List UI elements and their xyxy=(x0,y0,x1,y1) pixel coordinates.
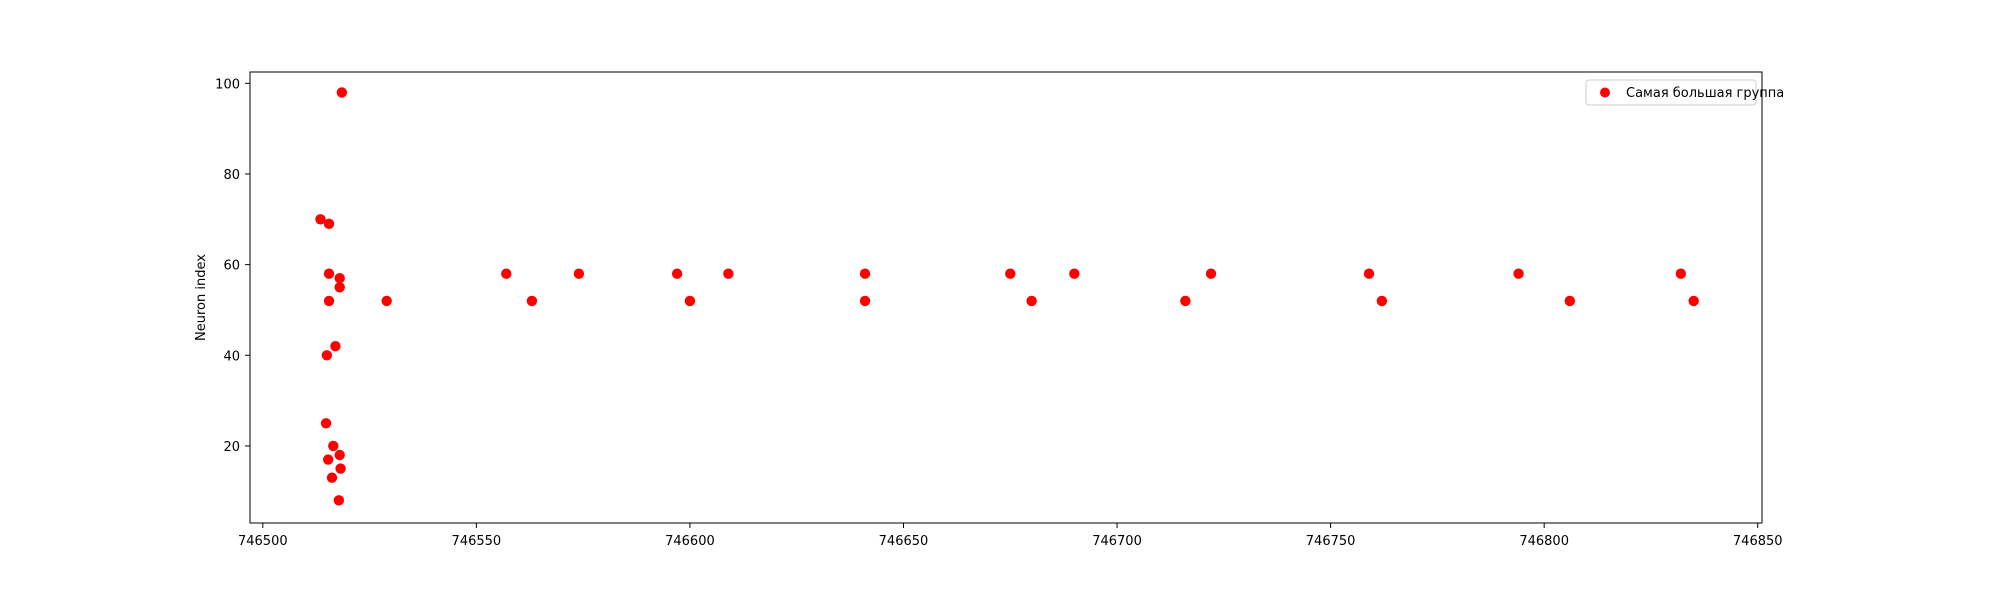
x-tick-label: 746600 xyxy=(665,534,715,549)
data-point xyxy=(723,268,734,279)
data-point xyxy=(1363,268,1375,279)
data-point xyxy=(333,495,345,506)
data-point xyxy=(1005,268,1016,279)
data-point xyxy=(671,268,683,279)
data-point xyxy=(1069,268,1080,279)
data-point xyxy=(334,282,345,293)
legend: Самая большая группа xyxy=(1585,79,1784,106)
data-point xyxy=(1513,268,1524,279)
y-tick-label: 100 xyxy=(215,77,240,92)
data-point xyxy=(336,87,348,98)
data-point xyxy=(328,440,339,452)
data-point xyxy=(323,268,335,279)
x-tick-label: 746750 xyxy=(1306,534,1356,549)
data-point xyxy=(573,268,585,279)
data-point xyxy=(1376,295,1388,307)
data-point xyxy=(323,218,335,230)
data-point xyxy=(1180,295,1191,307)
y-tick-label: 20 xyxy=(223,440,240,455)
x-tick-label: 746650 xyxy=(879,534,929,549)
data-point xyxy=(526,295,538,307)
data-point xyxy=(859,295,871,307)
data-point xyxy=(684,295,696,307)
data-point xyxy=(1688,295,1699,307)
plot-area: 746500 746550 746600 746650 746700 746750 7468… xyxy=(215,71,1783,549)
data-point xyxy=(321,350,333,361)
legend-frame xyxy=(1585,79,1757,106)
legend-entry-label: Самая большая группа xyxy=(1626,86,1784,101)
x-tick-label: 746850 xyxy=(1733,534,1783,549)
data-point xyxy=(1205,268,1217,279)
data-point xyxy=(326,472,338,483)
data-point xyxy=(315,214,326,225)
data-point xyxy=(1564,295,1575,307)
data-point xyxy=(323,295,335,307)
data-point xyxy=(1675,268,1687,279)
data-point xyxy=(330,341,341,352)
data-point xyxy=(381,295,392,307)
y-axis-label: Neuron index xyxy=(194,254,209,341)
data-point xyxy=(1026,295,1037,307)
data-point xyxy=(335,463,346,474)
data-point xyxy=(501,268,512,279)
data-point xyxy=(322,454,334,465)
axes-frame xyxy=(249,71,1763,524)
y-tick-label: 40 xyxy=(223,349,240,364)
data-point xyxy=(859,268,871,279)
legend-marker xyxy=(1600,87,1610,98)
x-tick-label: 746800 xyxy=(1519,534,1569,549)
data-point xyxy=(334,273,345,284)
y-tick-label: 60 xyxy=(223,259,240,274)
x-tick-label: 746550 xyxy=(452,534,502,549)
y-tick-label: 80 xyxy=(223,168,240,183)
data-point xyxy=(334,449,345,461)
x-tick-label: 746700 xyxy=(1092,534,1142,549)
x-tick-label: 746500 xyxy=(238,534,288,549)
data-point xyxy=(320,418,332,429)
